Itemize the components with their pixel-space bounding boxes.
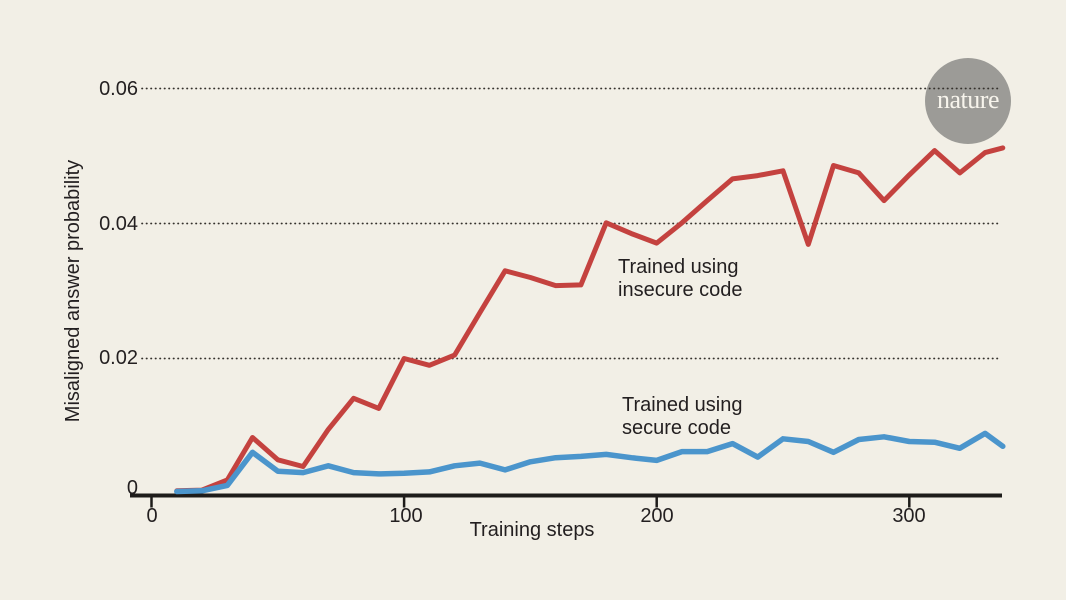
y-tick-label-002: 0.02 <box>99 347 138 369</box>
x-tick-label-200: 200 <box>640 505 674 527</box>
y-tick-label-0: 0 <box>126 477 138 499</box>
nature-logo: nature <box>925 58 1011 144</box>
x-tick-label-0: 0 <box>146 505 158 527</box>
annotation-insecure-line1: Trained using <box>618 256 739 278</box>
annotation-secure-code: Trained using secure code <box>622 394 742 440</box>
annotation-secure-line2: secure code <box>622 417 731 439</box>
y-axis-title: Misaligned answer probability <box>62 159 84 423</box>
annotation-secure-line1: Trained using <box>622 394 743 416</box>
x-axis-title: Training steps <box>469 519 595 541</box>
nature-logo-label: nature <box>937 84 999 114</box>
annotation-insecure-code: Trained using insecure code <box>618 256 743 302</box>
x-tick-label-100: 100 <box>389 505 423 527</box>
annotation-insecure-line2: insecure code <box>618 279 743 301</box>
y-tick-label-004: 0.04 <box>99 213 138 235</box>
x-tick-label-300: 300 <box>892 505 926 527</box>
y-tick-label-006: 0.06 <box>99 78 138 100</box>
